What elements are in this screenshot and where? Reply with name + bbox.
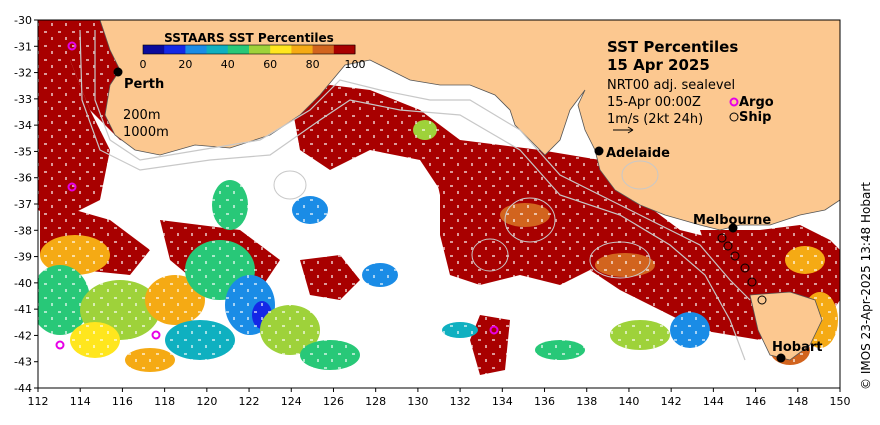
colorbar-swatch	[333, 45, 356, 54]
lat-tick-label: -40	[14, 277, 32, 290]
lat-tick-label: -34	[14, 119, 32, 132]
lat-tick-label: -31	[14, 40, 32, 53]
colorbar-tick-label: 40	[221, 58, 235, 71]
lon-tick-label: 142	[661, 395, 682, 408]
argo-float-marker	[67, 41, 77, 51]
lat-tick-label: -41	[14, 303, 32, 316]
adelaide-marker	[594, 146, 604, 156]
lat-tick-label: -39	[14, 251, 32, 264]
argo-float-marker	[151, 330, 161, 340]
lon-tick-label: 122	[239, 395, 260, 408]
lon-tick-label: 146	[745, 395, 766, 408]
lat-tick-label: -32	[14, 67, 32, 80]
lon-tick-label: 148	[787, 395, 808, 408]
panel-date: 15 Apr 2025	[607, 56, 710, 74]
argo-floats	[55, 41, 499, 350]
panel-title: SST Percentiles	[607, 38, 738, 56]
lon-tick-label: 128	[365, 395, 386, 408]
lat-tick-label: -30	[14, 14, 32, 27]
lon-tick-label: 116	[112, 395, 133, 408]
colorbar-swatch	[291, 45, 314, 54]
argo-float-marker	[55, 340, 65, 350]
land-tasmania	[749, 291, 823, 361]
lon-tick-label: 140	[618, 395, 639, 408]
colorbar-tick-label: 0	[140, 58, 147, 71]
colorbar-tick-label: 20	[178, 58, 192, 71]
hobart-marker	[776, 353, 786, 363]
contour-label-1000m: 1000m	[123, 125, 169, 140]
contour-label-200m: 200m	[123, 108, 160, 123]
lat-tick-label: -33	[14, 93, 32, 106]
longitude-axis: 112 114 116 118 120 122 124 126 128 130 132 134 136 1…	[28, 388, 851, 408]
colorbar-title: SSTAARS SST Percentiles	[164, 31, 334, 45]
colorbar: SSTAARS SST Percentiles 0 20 40 60 80 100	[140, 31, 366, 71]
lon-tick-label: 130	[407, 395, 428, 408]
city-markers: Perth Adelaide Melbourne Hobart	[113, 67, 823, 363]
colorbar-swatch	[143, 45, 165, 54]
lat-tick-label: -36	[14, 172, 32, 185]
lon-tick-label: 138	[576, 395, 597, 408]
colorbar-swatch	[312, 45, 335, 54]
colorbar-swatches	[142, 44, 356, 55]
colorbar-swatch	[206, 45, 229, 54]
lon-tick-label: 144	[703, 395, 724, 408]
colorbar-tick-label: 60	[263, 58, 277, 71]
ship-legend-icon	[729, 112, 739, 122]
lat-tick-label: -37	[14, 198, 32, 211]
lon-tick-label: 126	[323, 395, 344, 408]
lat-tick-label: -43	[14, 356, 32, 369]
latitude-axis: -30 -31 -32 -33 -34 -35 -36 -37 -38 -39 -40 -41 -42 -…	[14, 14, 38, 395]
lon-tick-label: 114	[70, 395, 91, 408]
argo-legend-label: Argo	[739, 95, 774, 110]
lat-tick-label: -42	[14, 329, 32, 342]
lon-tick-label: 150	[830, 395, 851, 408]
info-panel: SST Percentiles 15 Apr 2025 NRT00 adj. s…	[607, 38, 774, 134]
city-label-melbourne: Melbourne	[693, 213, 771, 228]
lon-tick-label: 118	[154, 395, 175, 408]
current-swirls	[273, 160, 659, 279]
melbourne-marker	[728, 223, 738, 233]
colorbar-swatch	[270, 45, 292, 54]
lon-tick-label: 120	[196, 395, 217, 408]
argo-float-marker	[67, 182, 77, 192]
panel-sealevel-text: NRT00 adj. sealevel	[607, 78, 735, 93]
ship-legend-label: Ship	[739, 110, 771, 125]
colorbar-ticks: 0 20 40 60 80 100	[140, 58, 366, 71]
lat-tick-label: -35	[14, 145, 32, 158]
vector-scale-arrow-icon	[613, 126, 634, 134]
lat-tick-label: -44	[14, 382, 32, 395]
colorbar-tick-label: 80	[306, 58, 320, 71]
argo-float-marker	[489, 325, 499, 335]
lon-tick-label: 112	[28, 395, 49, 408]
argo-legend-icon	[729, 97, 739, 107]
colorbar-swatch	[227, 45, 250, 54]
lon-tick-label: 134	[492, 395, 513, 408]
lon-tick-label: 132	[450, 395, 471, 408]
colorbar-tick-label: 100	[345, 58, 366, 71]
credit-text: © IMOS 23-Apr-2025 13:48 Hobart	[859, 182, 873, 390]
city-label-adelaide: Adelaide	[606, 146, 670, 161]
city-label-perth: Perth	[124, 77, 164, 92]
bathymetry-contours	[79, 29, 751, 361]
perth-marker	[113, 67, 123, 77]
land-australia	[99, 20, 840, 231]
lon-tick-label: 124	[281, 395, 302, 408]
colorbar-swatch	[249, 45, 271, 54]
lat-tick-label: -38	[14, 224, 32, 237]
colorbar-swatch	[164, 45, 186, 54]
panel-scale-text: 1m/s (2kt 24h)	[607, 112, 703, 127]
ship-track	[717, 233, 767, 305]
colorbar-swatch	[185, 45, 208, 54]
lon-tick-label: 136	[534, 395, 555, 408]
panel-time-text: 15-Apr 00:00Z	[607, 95, 701, 110]
city-label-hobart: Hobart	[772, 340, 823, 355]
